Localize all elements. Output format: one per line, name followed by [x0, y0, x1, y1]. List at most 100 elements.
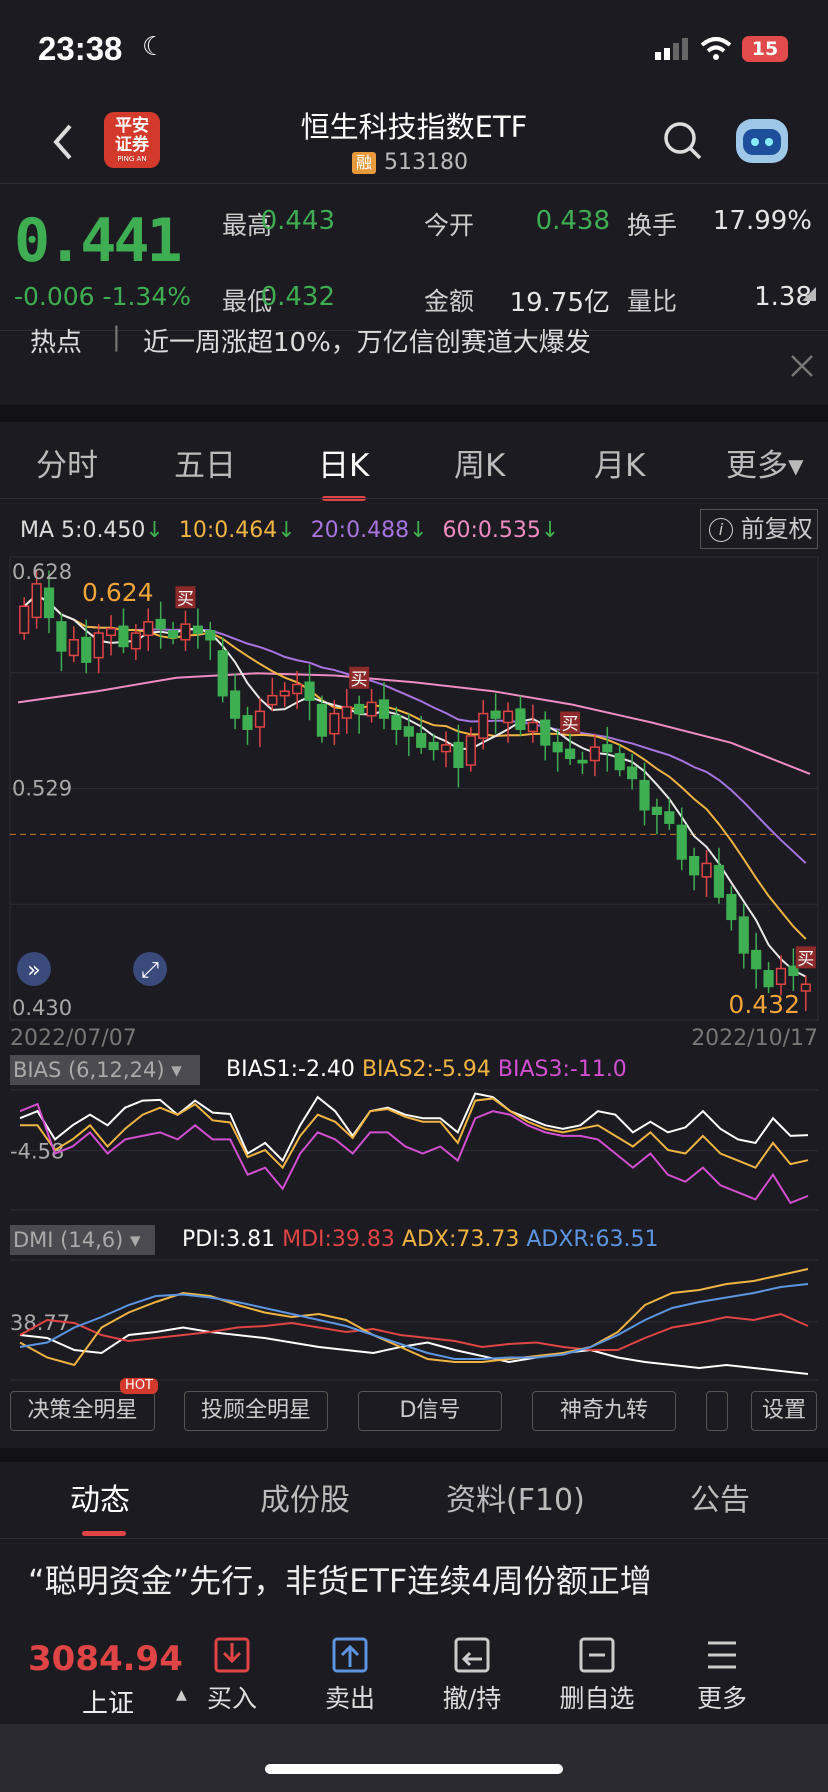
ma5-line [23, 593, 807, 978]
security-code: 融 513180 [352, 150, 468, 175]
tab-0[interactable]: 分时 [36, 440, 98, 485]
buy-marker[interactable]: 买 [175, 586, 196, 609]
candle [180, 610, 191, 651]
candle [602, 726, 613, 772]
tab-label: 资料(F10) [446, 1483, 585, 1518]
candle [527, 704, 538, 743]
candle [230, 673, 241, 730]
candle [800, 975, 811, 1012]
search-icon[interactable] [662, 120, 704, 162]
tool-button-2[interactable]: D信号 [358, 1391, 502, 1431]
bottom-button-4[interactable]: 更多 [677, 1635, 767, 1715]
index-name: 上证 [82, 1689, 135, 1719]
candle [56, 612, 67, 672]
candle [304, 664, 315, 721]
hot-news-banner[interactable]: 热点 | 近一周涨超10%，万亿信创赛道大爆发 [0, 295, 828, 405]
low-price-label: 0.432 [728, 990, 800, 1019]
bottom-tab-0[interactable]: 动态 [70, 1475, 130, 1536]
bottom-button-3[interactable]: 删自选 [552, 1635, 642, 1715]
candle [105, 615, 117, 656]
tool-button-0[interactable]: 决策全明星 HOT [10, 1378, 158, 1431]
tab-2[interactable]: 日K [318, 440, 369, 501]
tab-5[interactable]: 更多▾ [726, 440, 804, 485]
dmi-selector[interactable]: DMI (14,6) ▾ [10, 1225, 155, 1255]
tab-label: 动态 [70, 1483, 130, 1518]
hot-text: 近一周涨超10%，万亿信创赛道大爆发 [143, 328, 591, 358]
home-indicator [265, 1764, 563, 1774]
tool-button-5[interactable]: 设置 [751, 1391, 817, 1431]
expand-corner-icon[interactable] [802, 287, 816, 301]
candle [118, 608, 129, 654]
candle [689, 847, 700, 891]
divider: | [112, 322, 121, 352]
news-headline[interactable]: “聪明资金”先行，非货ETF连续4周份额正增 [28, 1562, 652, 1600]
expand-up-icon[interactable]: ▲ [176, 1687, 187, 1703]
quote-value: 0.443 [260, 206, 335, 236]
bias-chart[interactable]: -4.58 [0, 1088, 828, 1214]
tool-button-3[interactable]: 神奇九转 [532, 1391, 676, 1431]
quote-label: 换手 [627, 211, 678, 240]
buy-marker[interactable]: 买 [795, 946, 816, 969]
svg-text:买: 买 [177, 589, 194, 609]
candle [391, 706, 402, 745]
candle [341, 688, 352, 734]
bottom-toolbar: 3084.94 上证 ▲ 买入 卖出 撤/持 删自选 更多 [0, 1627, 828, 1724]
fullscreen-icon[interactable]: ⤢ [133, 952, 167, 986]
candle [242, 706, 253, 745]
period-tabs: 分时 五日 日K 周K 月K 更多▾ [0, 422, 828, 501]
quote-label: 最高 [222, 211, 273, 240]
svg-text:»: » [27, 958, 40, 983]
dmi-legend: PDI:3.81 MDI:39.83 ADX:73.73 ADXR:63.51 [182, 1227, 659, 1252]
candle [763, 961, 774, 994]
candle [552, 729, 563, 772]
candle [453, 724, 464, 788]
tab-1[interactable]: 五日 [174, 440, 236, 485]
y-tick-label: 0.430 [12, 996, 72, 1020]
candle [627, 753, 638, 790]
tool-button-1[interactable]: 投顾全明星 [184, 1391, 328, 1431]
robot-avatar-icon[interactable] [733, 113, 791, 167]
bias-selector[interactable]: BIAS (6,12,24) ▾ [10, 1055, 200, 1085]
quote-label: 最低 [222, 287, 273, 316]
bottom-button-2[interactable]: 撤/持 [427, 1635, 517, 1715]
close-icon[interactable] [790, 354, 814, 378]
start-date: 2022/07/07 [10, 1026, 137, 1051]
bias-legend: BIAS1:-2.40 BIAS2:-5.94 BIAS3:-11.0 [226, 1057, 627, 1082]
tool-label: D信号 [399, 1398, 461, 1423]
back-icon[interactable] [50, 122, 74, 162]
dmi-chart[interactable]: 38.77 [0, 1258, 828, 1384]
tab-3[interactable]: 周K [454, 440, 505, 485]
candle [43, 570, 55, 634]
status-bar: 23:38 ☾ 15 [0, 0, 828, 100]
tool-button-4[interactable] [706, 1391, 728, 1431]
button-label: 卖出 [324, 1684, 375, 1713]
candle [490, 693, 501, 734]
tab-4[interactable]: 月K [594, 440, 645, 485]
series-line-bias1 [19, 1092, 809, 1163]
adjust-button[interactable]: i 前复权 [700, 509, 818, 549]
candle [81, 619, 92, 674]
candle [651, 798, 663, 835]
svg-text:⤢: ⤢ [141, 958, 159, 983]
bottom-tab-1[interactable]: 成份股 [260, 1475, 350, 1519]
bottom-tab-3[interactable]: 公告 [690, 1475, 750, 1519]
ma10-line [23, 593, 807, 940]
bottom-button-1[interactable]: 卖出 [305, 1635, 395, 1715]
tool-label: 决策全明星 [27, 1398, 138, 1423]
end-date: 2022/10/17 [691, 1026, 818, 1051]
svg-text:买: 买 [562, 715, 579, 735]
sell-icon [332, 1637, 368, 1673]
buy-marker[interactable]: 买 [560, 711, 581, 735]
expand-left-icon[interactable]: » [17, 952, 51, 986]
bottom-button-0[interactable]: 买入 [187, 1635, 277, 1715]
quote-value: 17.99% [712, 206, 812, 236]
buy-marker[interactable]: 买 [349, 666, 370, 690]
bottom-tab-2[interactable]: 资料(F10) [446, 1475, 585, 1519]
ma60-line [17, 672, 811, 775]
high-price-label: 0.624 [82, 578, 154, 607]
candle [515, 695, 526, 736]
candle [478, 700, 489, 750]
index-value[interactable]: 3084.94 [28, 1639, 183, 1679]
candle [664, 798, 675, 830]
